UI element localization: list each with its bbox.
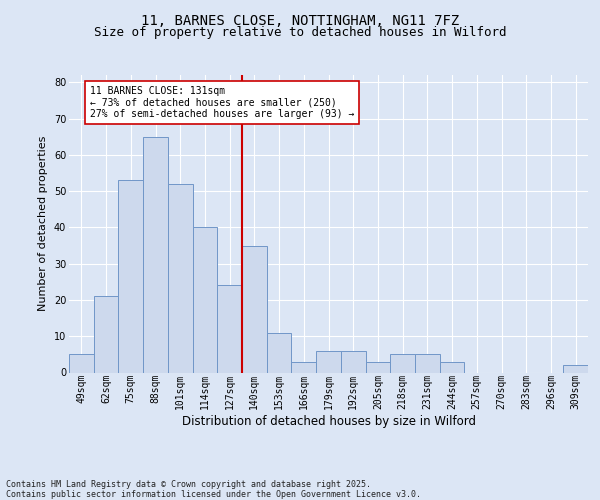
Bar: [217, 286, 242, 372]
Bar: [168, 184, 193, 372]
Bar: [69, 354, 94, 372]
Bar: [267, 332, 292, 372]
Bar: [242, 246, 267, 372]
Text: Contains HM Land Registry data © Crown copyright and database right 2025.
Contai: Contains HM Land Registry data © Crown c…: [6, 480, 421, 499]
Bar: [415, 354, 440, 372]
Bar: [193, 228, 217, 372]
Text: 11 BARNES CLOSE: 131sqm
← 73% of detached houses are smaller (250)
27% of semi-d: 11 BARNES CLOSE: 131sqm ← 73% of detache…: [90, 86, 355, 119]
Bar: [292, 362, 316, 372]
Bar: [341, 350, 365, 372]
Bar: [143, 136, 168, 372]
Bar: [440, 362, 464, 372]
Bar: [390, 354, 415, 372]
Bar: [94, 296, 118, 372]
X-axis label: Distribution of detached houses by size in Wilford: Distribution of detached houses by size …: [182, 414, 476, 428]
Text: Size of property relative to detached houses in Wilford: Size of property relative to detached ho…: [94, 26, 506, 39]
Y-axis label: Number of detached properties: Number of detached properties: [38, 136, 48, 312]
Text: 11, BARNES CLOSE, NOTTINGHAM, NG11 7FZ: 11, BARNES CLOSE, NOTTINGHAM, NG11 7FZ: [141, 14, 459, 28]
Bar: [365, 362, 390, 372]
Bar: [563, 365, 588, 372]
Bar: [118, 180, 143, 372]
Bar: [316, 350, 341, 372]
